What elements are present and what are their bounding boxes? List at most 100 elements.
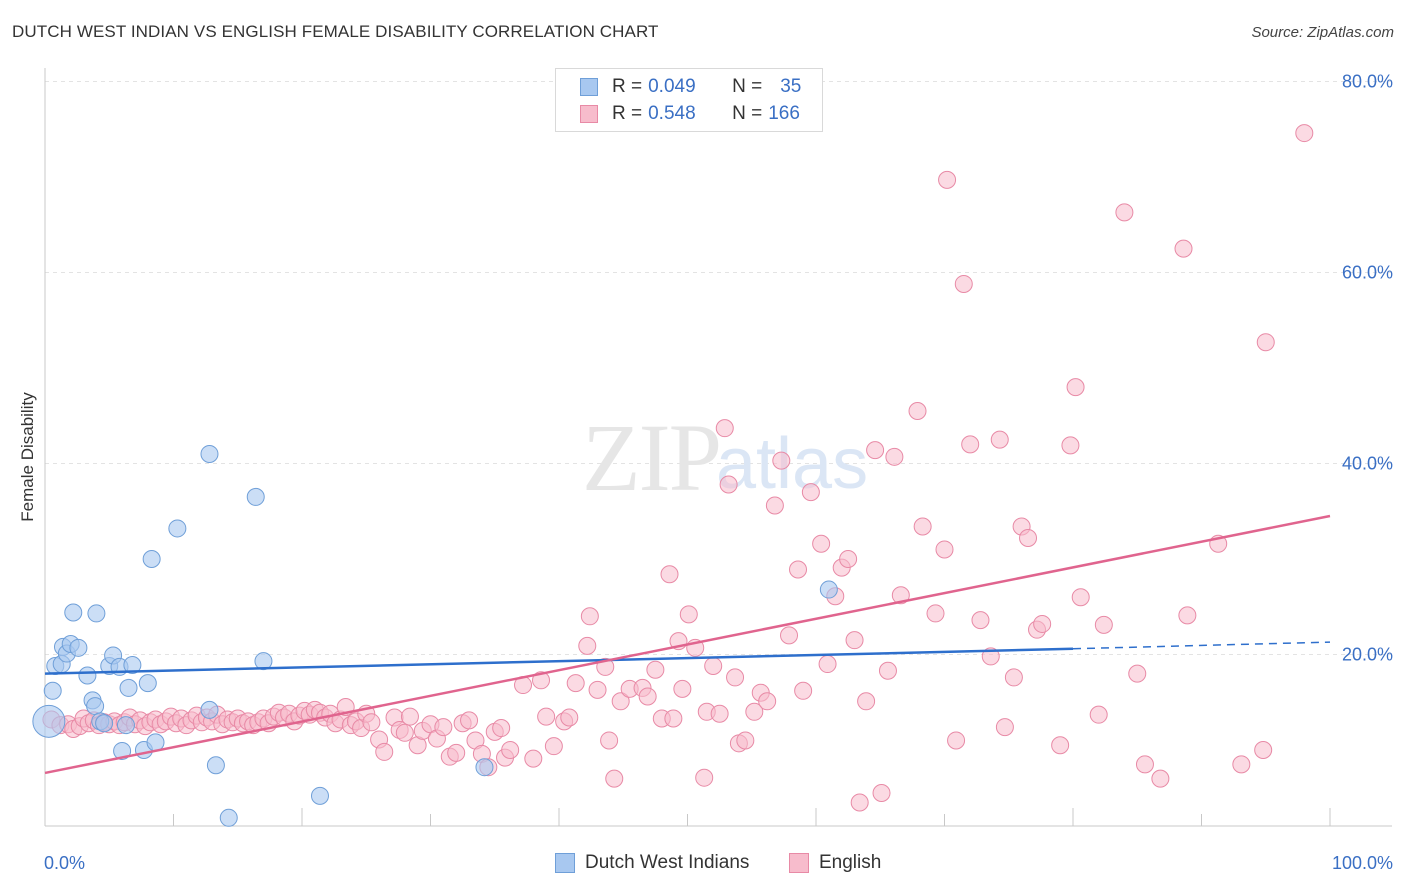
gridlines xyxy=(45,81,1392,655)
legend-swatch-english xyxy=(580,105,598,123)
english-trend-line xyxy=(44,514,1331,775)
dutch-west-indians-point xyxy=(95,714,114,733)
legend-row-dutch-west-indians: R = 0.049 N = 35 xyxy=(580,75,801,99)
english-point xyxy=(695,768,714,787)
english-point xyxy=(1151,769,1170,788)
english-point xyxy=(1115,203,1134,222)
dutch-west-indians-point xyxy=(32,704,66,738)
bottom-legend-swatch-english xyxy=(789,853,809,873)
dutch-west-indians-point xyxy=(142,550,161,568)
dutch-west-indians-point xyxy=(310,786,329,805)
english-point xyxy=(839,550,858,568)
dutch-west-indians-trend-line xyxy=(44,647,1074,675)
english-point xyxy=(1066,378,1085,397)
english-point xyxy=(801,483,820,502)
english-point xyxy=(501,741,520,759)
english-point xyxy=(850,793,869,812)
y-tick-label: 60.0% xyxy=(1342,263,1393,283)
english-point xyxy=(1051,736,1070,755)
english-point xyxy=(460,711,479,730)
english-point xyxy=(646,660,665,679)
legend-r-value: 0.548 xyxy=(648,103,696,124)
x-tick-label: 0.0% xyxy=(44,853,85,873)
english-point xyxy=(679,605,698,624)
legend-r-value: 0.049 xyxy=(648,76,696,97)
english-point xyxy=(1094,615,1113,634)
stats-legend: R = 0.049 N = 35 R = 0.548 N = 166 xyxy=(555,68,823,132)
english-point xyxy=(857,692,876,711)
english-point xyxy=(1232,755,1251,774)
dutch-west-indians-point xyxy=(123,656,142,675)
english-point xyxy=(362,713,381,732)
legend-r-label: R = xyxy=(612,76,643,97)
legend-n-label: N = xyxy=(732,76,763,97)
legend-n-value: 166 xyxy=(768,103,800,124)
english-point xyxy=(878,661,897,680)
english-point xyxy=(726,668,745,687)
y-tick-label: 80.0% xyxy=(1342,72,1393,92)
english-point xyxy=(995,718,1014,737)
english-point xyxy=(400,707,419,726)
english-point xyxy=(872,783,891,802)
english-point xyxy=(1135,755,1154,774)
legend-row-english: R = 0.548 N = 166 xyxy=(580,102,800,126)
english-point xyxy=(758,692,777,711)
english-point xyxy=(1004,668,1023,687)
english-point xyxy=(981,647,1000,666)
english-point xyxy=(772,451,791,470)
english-point xyxy=(1174,239,1193,258)
english-point xyxy=(580,607,599,626)
english-point xyxy=(560,708,579,727)
english-point xyxy=(664,709,683,728)
english-point xyxy=(1061,436,1080,455)
trend-lines xyxy=(44,514,1331,775)
english-point xyxy=(935,540,954,559)
english-point xyxy=(765,496,784,515)
chart-title: DUTCH WEST INDIAN VS ENGLISH FEMALE DISA… xyxy=(12,22,659,41)
english-point xyxy=(1019,528,1038,547)
dutch-west-indians-point xyxy=(86,697,105,716)
english-point xyxy=(605,769,624,788)
dutch-west-indians-point xyxy=(206,756,225,775)
english-point xyxy=(447,743,466,762)
english-point xyxy=(578,636,597,655)
english-point xyxy=(566,674,585,693)
english-point xyxy=(891,586,910,605)
dutch-west-indians-trend-extension xyxy=(1072,641,1331,650)
dutch-west-indians-point xyxy=(119,678,138,697)
english-point xyxy=(780,626,799,645)
legend-r-label: R = xyxy=(612,103,643,124)
english-point xyxy=(938,170,957,189)
axes xyxy=(44,68,1392,827)
dutch-west-indians-point xyxy=(64,603,83,622)
english-point xyxy=(961,435,980,454)
dutch-west-indians-point xyxy=(200,700,219,719)
english-point xyxy=(611,692,630,711)
english-point xyxy=(908,401,927,420)
english-point xyxy=(673,679,692,698)
english-point xyxy=(532,671,551,690)
english-point xyxy=(1089,705,1108,724)
english-point xyxy=(434,718,453,737)
legend-n-value: 35 xyxy=(780,76,802,97)
english-point xyxy=(1033,614,1052,633)
bottom-legend-swatch-dutch-west-indians xyxy=(555,853,575,873)
source-label: Source: ZipAtlas.com xyxy=(1251,24,1394,41)
english-point xyxy=(818,655,837,674)
dutch-west-indians-point xyxy=(246,487,265,506)
english-point xyxy=(745,702,764,721)
dutch-west-indians-point xyxy=(43,681,62,700)
english-point xyxy=(704,656,723,675)
dutch-west-indians-point xyxy=(200,444,219,463)
dutch-west-indians-point xyxy=(146,733,165,752)
english-point xyxy=(926,604,945,623)
dutch-west-indians-point xyxy=(475,758,494,777)
y-tick-label: 20.0% xyxy=(1342,645,1393,665)
english-point xyxy=(1178,606,1197,625)
dutch-west-indians-point xyxy=(138,674,157,693)
english-point xyxy=(913,517,932,536)
x-tick-label: 100.0% xyxy=(1332,853,1393,873)
english-point xyxy=(537,707,556,726)
english-point xyxy=(1128,664,1147,683)
